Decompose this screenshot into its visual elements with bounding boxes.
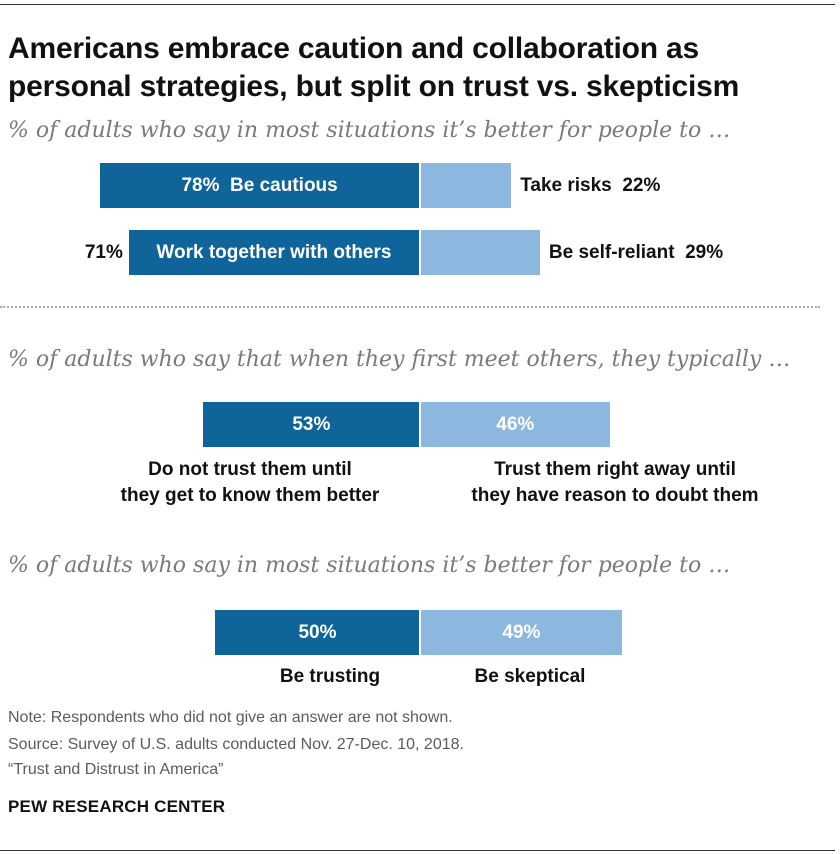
chart-title: Americans embrace caution and collaborat… [8, 32, 740, 103]
label-self-reliant: Be self-reliant 29% [549, 230, 723, 275]
bar-take-risks [421, 163, 512, 208]
caption-do-not-trust: Do not trust them until they get to know… [90, 457, 410, 509]
bar-be-cautious [100, 163, 419, 208]
bar-self-reliant [421, 230, 540, 275]
caption-trust-right-away-line-1: Trust them right away until [494, 459, 736, 480]
caption-trust-right-away: Trust them right away until they have re… [440, 457, 790, 509]
caption-do-not-trust-line-2: they get to know them better [120, 485, 380, 506]
caption-trust-right-away-line-2: they have reason to doubt them [471, 485, 759, 506]
name-work-together: Work together with others [156, 242, 392, 263]
caption-be-trusting: Be trusting [279, 666, 381, 687]
footnote: Note: Respondents who did not give an an… [8, 709, 453, 726]
bar-trust-right-away [421, 402, 610, 447]
label-be-cautious: 78% Be cautious [100, 163, 419, 208]
label-take-risks: Take risks 22% [520, 163, 660, 208]
subtitle-strategies: % of adults who say in most situations i… [8, 118, 731, 143]
name-be-cautious: Be cautious [230, 175, 338, 196]
section-divider [0, 306, 820, 308]
caption-do-not-trust-line-1: Do not trust them until [148, 459, 352, 480]
caption-be-skeptical: Be skeptical [474, 666, 586, 687]
brand-logo-text: PEW RESEARCH CENTER [8, 797, 226, 816]
bottom-rule [0, 850, 835, 851]
source-line-1: Source: Survey of U.S. adults conducted … [8, 736, 464, 753]
subtitle-trust-skepticism: % of adults who say in most situations i… [8, 553, 731, 578]
name-take-risks: Take risks [520, 175, 612, 196]
value-do-not-trust: 53% [292, 414, 331, 435]
value-take-risks: 22% [622, 175, 661, 196]
value-trust-right-away: 46% [496, 414, 535, 435]
value-be-trusting: 50% [298, 622, 337, 643]
name-self-reliant: Be self-reliant [548, 242, 675, 263]
value-self-reliant: 29% [685, 242, 724, 263]
value-work-together: 71% [84, 242, 123, 263]
bar-do-not-trust [202, 402, 419, 447]
bar-be-trusting [215, 610, 419, 655]
value-be-skeptical: 49% [502, 622, 541, 643]
value-be-cautious: 78% [181, 175, 220, 196]
bar-work-together [128, 230, 419, 275]
subtitle-first-meet: % of adults who say that when they first… [8, 347, 791, 372]
bar-be-skeptical [421, 610, 622, 655]
top-rule [0, 4, 835, 5]
source-line-2: “Trust and Distrust in America” [8, 761, 224, 778]
